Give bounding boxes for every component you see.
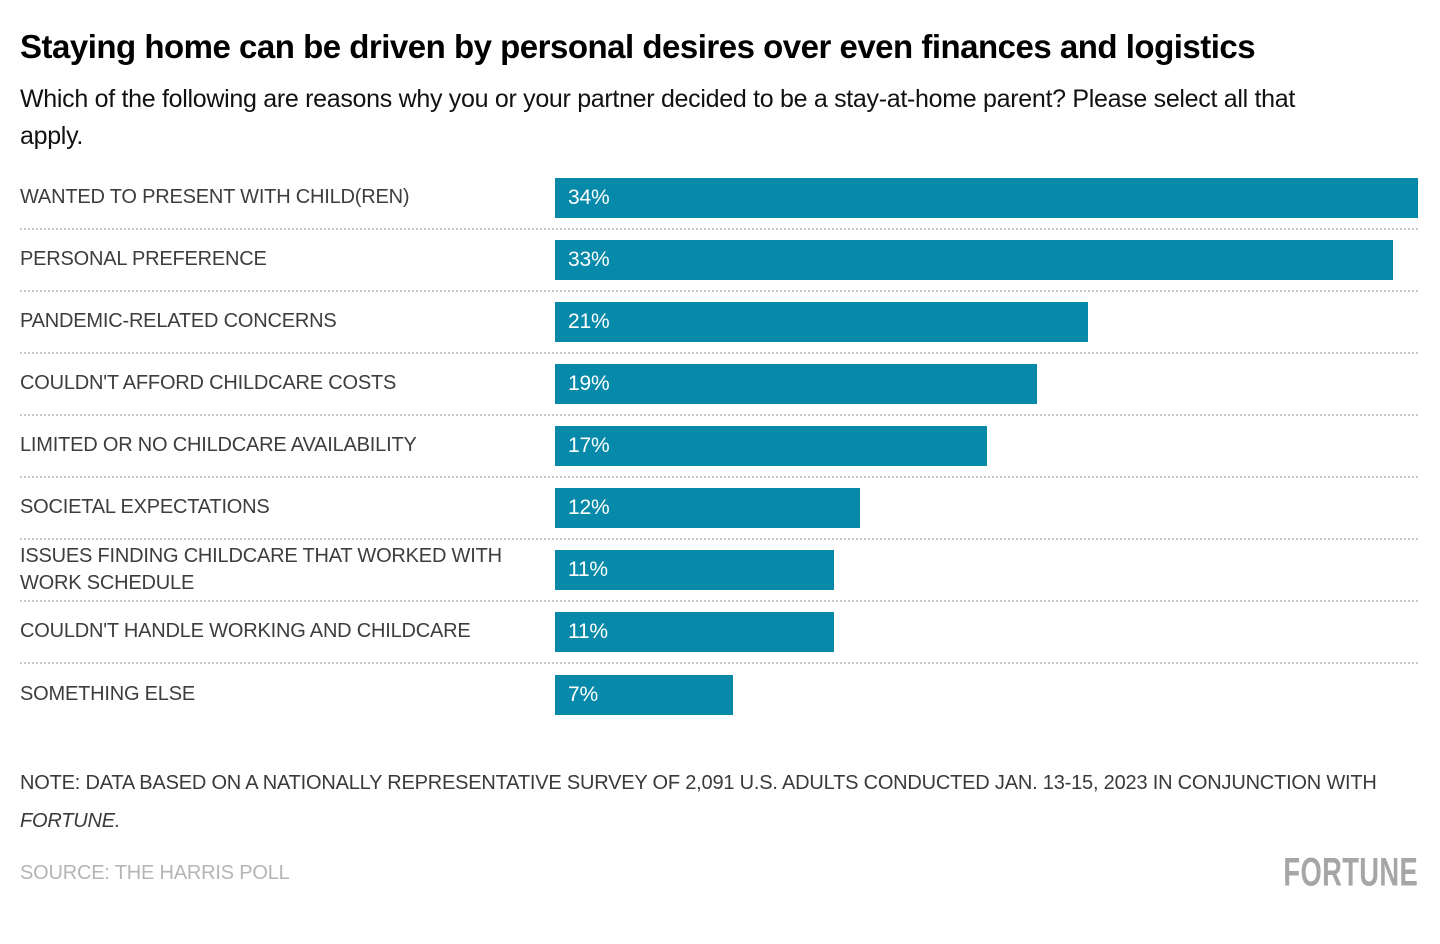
value-label: 21% (568, 309, 610, 333)
category-label: ISSUES FINDING CHILDCARE THAT WORKED WIT… (20, 544, 502, 594)
value-label: 19% (568, 371, 610, 395)
chart-subtitle: Which of the following are reasons why y… (20, 84, 1296, 151)
value-label: 17% (568, 433, 610, 457)
category-label: PERSONAL PREFERENCE (20, 248, 267, 271)
category-label: PANDEMIC-RELATED CONCERNS (20, 310, 337, 333)
bar: 11% (555, 611, 835, 652)
category-label: SOMETHING ELSE (20, 683, 196, 706)
bar: 11% (555, 549, 835, 590)
bar-area: 17% (555, 425, 1418, 466)
value-label: 11% (568, 557, 608, 581)
bar: 33% (555, 239, 1393, 280)
chart-row: ISSUES FINDING CHILDCARE THAT WORKED WIT… (20, 540, 1418, 602)
category-label: COULDN'T AFFORD CHILDCARE COSTS (20, 372, 397, 395)
bar-chart: WANTED TO PRESENT WITH CHILD(REN) 34% PE… (20, 168, 1418, 726)
bar: 34% (555, 177, 1418, 218)
category-label: WANTED TO PRESENT WITH CHILD(REN) (20, 186, 410, 209)
bar: 19% (555, 363, 1038, 404)
chart-title: Staying home can be driven by personal d… (20, 28, 1256, 65)
bar-area: 12% (555, 487, 1418, 528)
bar-area: 11% (555, 549, 1418, 590)
bar-area: 34% (555, 177, 1418, 218)
chart-row: SOCIETAL EXPECTATIONS 12% (20, 478, 1418, 540)
value-label: 33% (568, 247, 610, 271)
bar-area: 21% (555, 301, 1418, 342)
value-label: 7% (568, 682, 598, 706)
chart-card: Staying home can be driven by personal d… (20, 24, 1418, 895)
category-label: COULDN'T HANDLE WORKING AND CHILDCARE (20, 620, 471, 643)
chart-row: WANTED TO PRESENT WITH CHILD(REN) 34% (20, 168, 1418, 230)
footnote-text: NOTE: DATA BASED ON A NATIONALLY REPRESE… (20, 771, 1377, 794)
chart-row: PANDEMIC-RELATED CONCERNS 21% (20, 292, 1418, 354)
chart-row: PERSONAL PREFERENCE 33% (20, 230, 1418, 292)
value-label: 11% (568, 619, 608, 643)
category-label: SOCIETAL EXPECTATIONS (20, 496, 270, 519)
chart-row: SOMETHING ELSE 7% (20, 664, 1418, 726)
bar: 21% (555, 301, 1089, 342)
footnote-fortune: FORTUNE. (20, 809, 121, 832)
chart-row: LIMITED OR NO CHILDCARE AVAILABILITY 17% (20, 416, 1418, 478)
bar: 17% (555, 425, 987, 466)
value-label: 12% (568, 495, 610, 519)
bar-area: 33% (555, 239, 1418, 280)
footnote: NOTE: DATA BASED ON A NATIONALLY REPRESE… (20, 764, 1418, 840)
value-label: 34% (568, 185, 610, 209)
chart-row: COULDN'T HANDLE WORKING AND CHILDCARE 11… (20, 602, 1418, 664)
fortune-logo: FORTUNE (1283, 850, 1418, 895)
category-label: LIMITED OR NO CHILDCARE AVAILABILITY (20, 434, 417, 457)
bar: 7% (555, 674, 733, 715)
chart-row: COULDN'T AFFORD CHILDCARE COSTS 19% (20, 354, 1418, 416)
footer: SOURCE: THE HARRIS POLL FORTUNE (20, 850, 1418, 895)
bar-area: 11% (555, 611, 1418, 652)
bar-area: 19% (555, 363, 1418, 404)
source-label: SOURCE: THE HARRIS POLL (20, 861, 290, 884)
bar-area: 7% (555, 674, 1418, 715)
bar: 12% (555, 487, 860, 528)
